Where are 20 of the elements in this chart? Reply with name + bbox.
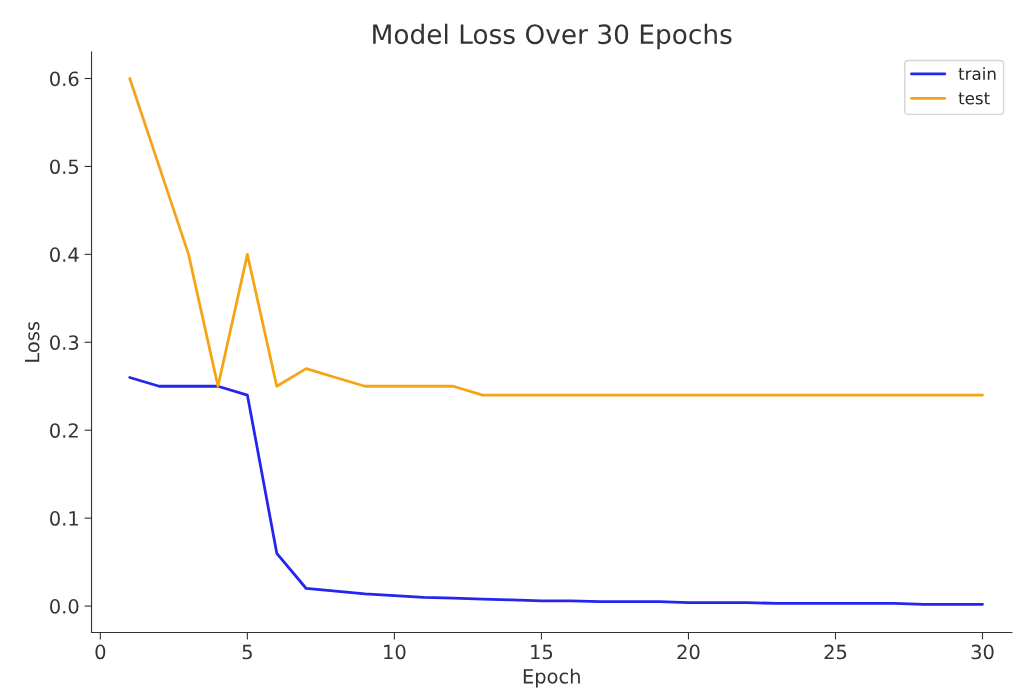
legend-label: train: [958, 67, 996, 81]
y-tick-label: 0.1: [50, 511, 78, 526]
y-tick-label: 0.2: [50, 423, 78, 438]
x-tick-label: 30: [971, 644, 994, 660]
y-tick-label: 0.5: [50, 159, 79, 175]
x-tick-label: 25: [824, 644, 847, 660]
x-tick-label: 0: [95, 644, 106, 660]
x-tick-label: 20: [677, 644, 700, 660]
x-axis-title: Epoch: [523, 668, 580, 688]
chart-title: Model Loss Over 30 Epochs: [373, 23, 732, 50]
y-axis-title: Loss: [25, 321, 40, 362]
y-tick-label: 0.6: [50, 71, 79, 87]
x-tick-label: 15: [531, 644, 553, 660]
y-tick-label: 0.3: [50, 335, 79, 350]
x-tick-label: 10: [384, 644, 406, 660]
legend-label: test: [958, 92, 990, 105]
x-tick-label: 5: [242, 644, 252, 660]
y-tick-label: 0.0: [50, 599, 79, 614]
line-series: [128, 376, 984, 606]
y-tick-label: 0.4: [50, 247, 79, 263]
